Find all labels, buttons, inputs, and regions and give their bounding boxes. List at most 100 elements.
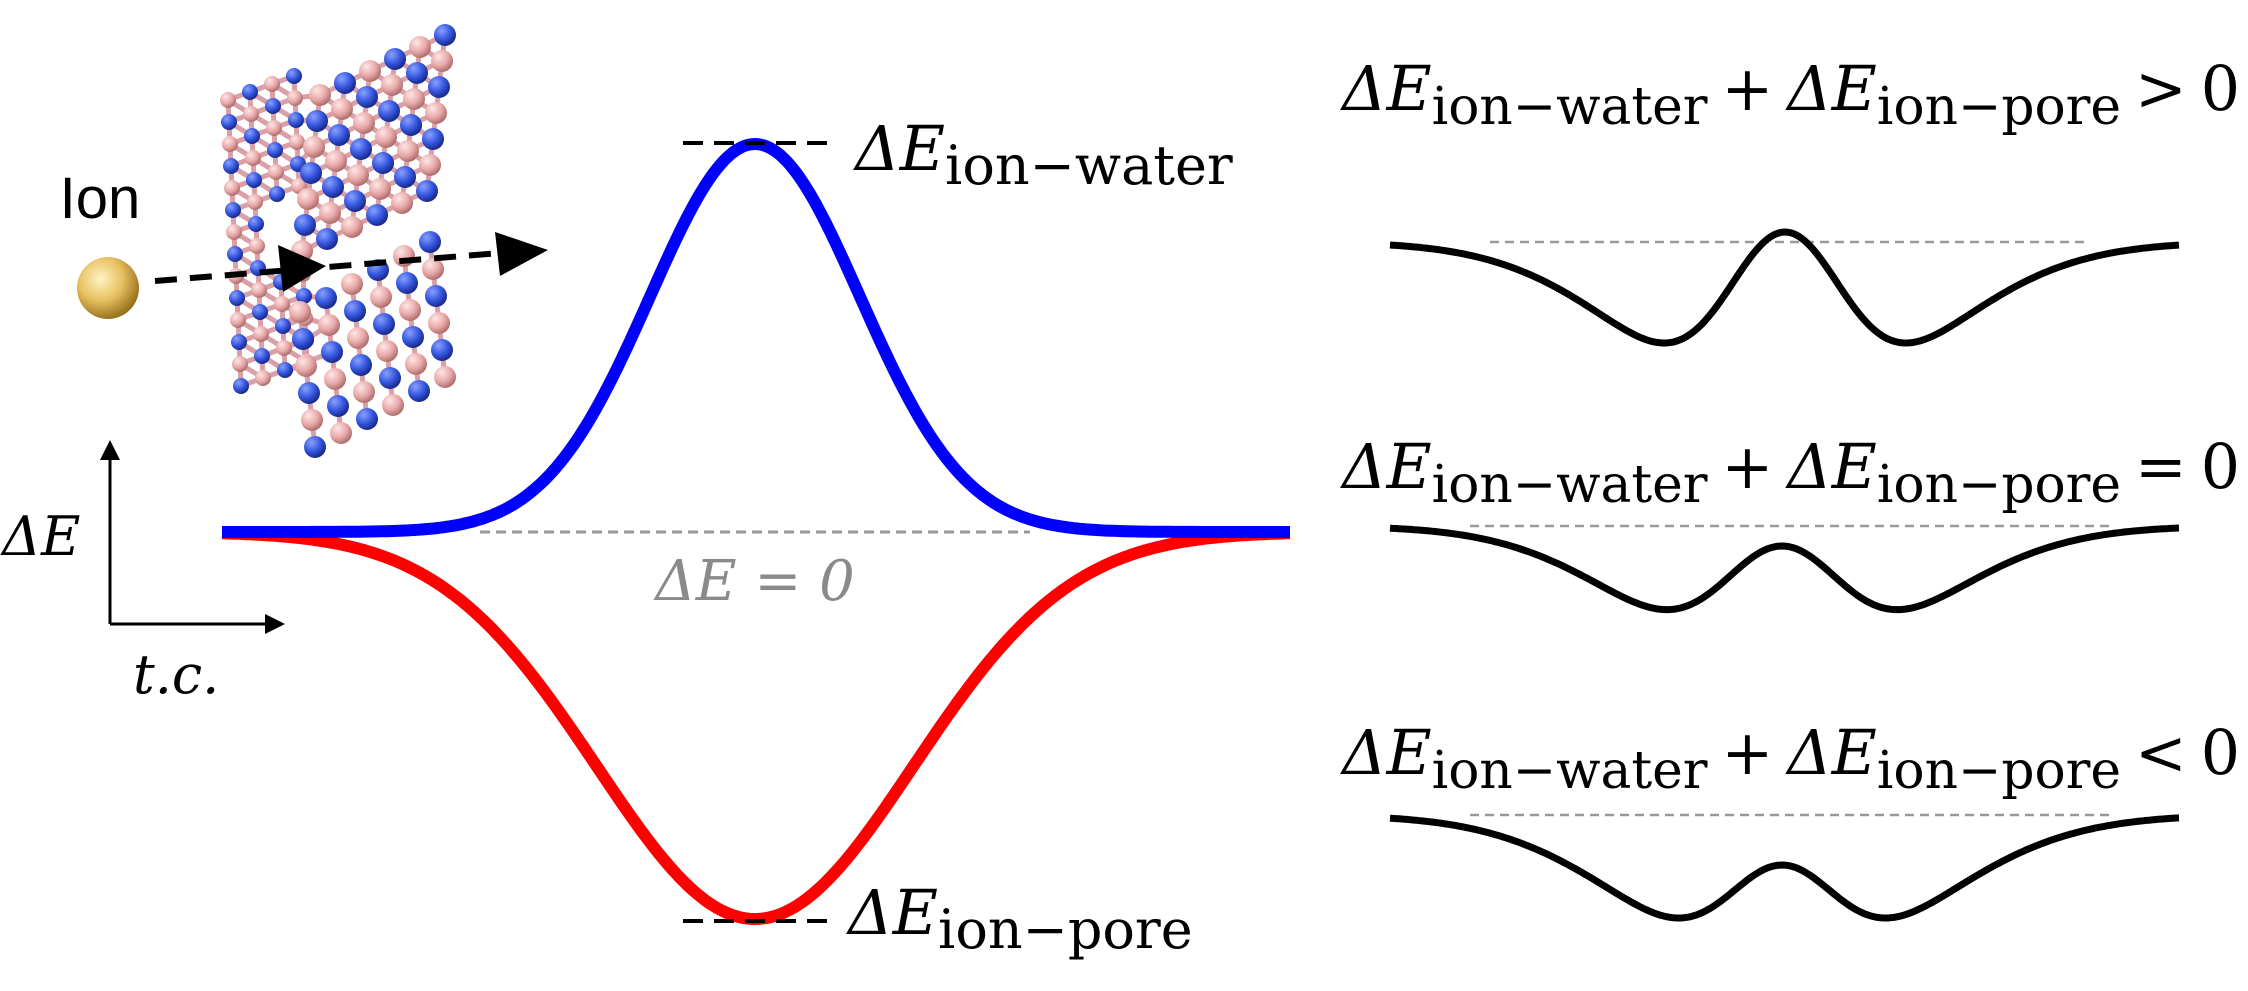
peak-label: ΔEion−water xyxy=(853,112,1233,197)
boron-atom xyxy=(347,164,369,186)
boron-atom xyxy=(434,366,456,388)
nitrogen-atom xyxy=(406,62,428,84)
boron-atom xyxy=(347,327,369,349)
boron-atom xyxy=(247,194,263,210)
nitrogen-atom xyxy=(394,166,416,188)
nitrogen-atom xyxy=(408,380,430,402)
nitrogen-atom xyxy=(356,86,378,108)
boron-atom xyxy=(289,301,311,323)
well-label: ΔEion−pore xyxy=(846,876,1193,961)
nitrogen-atom xyxy=(344,300,366,322)
nitrogen-atom xyxy=(402,326,424,348)
boron-atom xyxy=(359,60,381,82)
nitrogen-atom xyxy=(223,158,239,174)
boron-atom xyxy=(403,88,425,110)
boron-atom xyxy=(264,76,280,92)
nitrogen-atom xyxy=(294,214,316,236)
nitrogen-atom xyxy=(277,362,293,378)
boron-atom xyxy=(391,192,413,214)
nitrogen-atom xyxy=(233,378,249,394)
boron-atom xyxy=(425,102,447,124)
boron-atom xyxy=(220,92,236,108)
nitrogen-atom xyxy=(373,313,395,335)
panel-positive: ΔEion−water + ΔEion−pore >0 xyxy=(1340,52,2240,347)
boron-atom xyxy=(397,140,419,162)
boron-atom xyxy=(268,164,284,180)
boron-atom xyxy=(341,273,363,295)
axes xyxy=(100,440,285,634)
panel-zero: ΔEion−water + ΔEion−pore = 0 xyxy=(1340,430,2240,614)
boron-atom xyxy=(232,356,248,372)
boron-atom xyxy=(249,238,265,254)
boron-atom xyxy=(251,282,267,298)
panel-zero-curve xyxy=(1389,524,2180,614)
boron-atom xyxy=(222,136,238,152)
nitrogen-atom xyxy=(379,367,401,389)
nitrogen-atom xyxy=(327,395,349,417)
nitrogen-atom xyxy=(306,110,328,132)
nitrogen-atom xyxy=(242,84,258,100)
nitrogen-atom xyxy=(378,100,400,122)
boron-atom xyxy=(309,84,331,106)
boron-atom xyxy=(419,154,441,176)
nitrogen-atom xyxy=(304,436,326,458)
boron-atom xyxy=(431,50,453,72)
nitrogen-atom xyxy=(356,408,378,430)
panel-negative-curve xyxy=(1389,814,2180,922)
zero-line-label: ΔE = 0 xyxy=(653,549,854,614)
nitrogen-atom xyxy=(428,76,450,98)
boron-atom xyxy=(353,381,375,403)
boron-atom xyxy=(266,120,282,136)
nitrogen-atom xyxy=(372,152,394,174)
nitrogen-atom xyxy=(334,72,356,94)
boron-atom xyxy=(376,340,398,362)
boron-atom xyxy=(287,90,303,106)
nitrogen-atom xyxy=(248,216,264,232)
nitrogen-atom xyxy=(221,114,237,130)
boron-atom xyxy=(224,180,240,196)
nitrogen-atom xyxy=(328,124,350,146)
nitrogen-atom xyxy=(254,348,270,364)
nitrogen-atom xyxy=(269,186,285,202)
nitrogen-atom xyxy=(298,382,320,404)
boron-atom xyxy=(301,409,323,431)
nitrogen-atom xyxy=(419,231,441,253)
nitrogen-atom xyxy=(344,190,366,212)
boron-atom xyxy=(230,312,246,328)
ion-sphere xyxy=(77,257,139,319)
nitrogen-atom xyxy=(246,172,262,188)
boron-atom xyxy=(318,314,340,336)
boron-atom xyxy=(253,326,269,342)
nitrogen-atom xyxy=(425,285,447,307)
boron-atom xyxy=(274,296,290,312)
boron-atom xyxy=(303,136,325,158)
nitrogen-atom xyxy=(286,68,302,84)
nitrogen-atom xyxy=(315,287,337,309)
boron-atom xyxy=(399,299,421,321)
nitrogen-atom xyxy=(396,272,418,294)
nanopore-membrane-illustration xyxy=(220,24,456,458)
nitrogen-atom xyxy=(316,228,338,250)
boron-atom xyxy=(422,258,444,280)
boron-atom xyxy=(341,216,363,238)
panel-negative-label: ΔEion−water + ΔEion−pore <0 xyxy=(1340,716,2240,801)
boron-atom xyxy=(405,353,427,375)
boron-atom xyxy=(353,112,375,134)
boron-atom xyxy=(245,150,261,166)
boron-atom xyxy=(319,202,341,224)
nitrogen-atom xyxy=(267,142,283,158)
nitrogen-atom xyxy=(400,114,422,136)
nitrogen-atom xyxy=(431,339,453,361)
nitrogen-atom xyxy=(296,288,312,304)
boron-atom xyxy=(295,355,317,377)
boron-atom xyxy=(289,134,305,150)
nitrogen-atom xyxy=(265,98,281,114)
nitrogen-atom xyxy=(231,334,247,350)
nitrogen-atom xyxy=(350,138,372,160)
panel-zero-label: ΔEion−water + ΔEion−pore = 0 xyxy=(1340,430,2240,515)
nitrogen-atom xyxy=(300,162,322,184)
boron-atom xyxy=(330,422,352,444)
boron-atom xyxy=(428,312,450,334)
nitrogen-atom xyxy=(229,290,245,306)
